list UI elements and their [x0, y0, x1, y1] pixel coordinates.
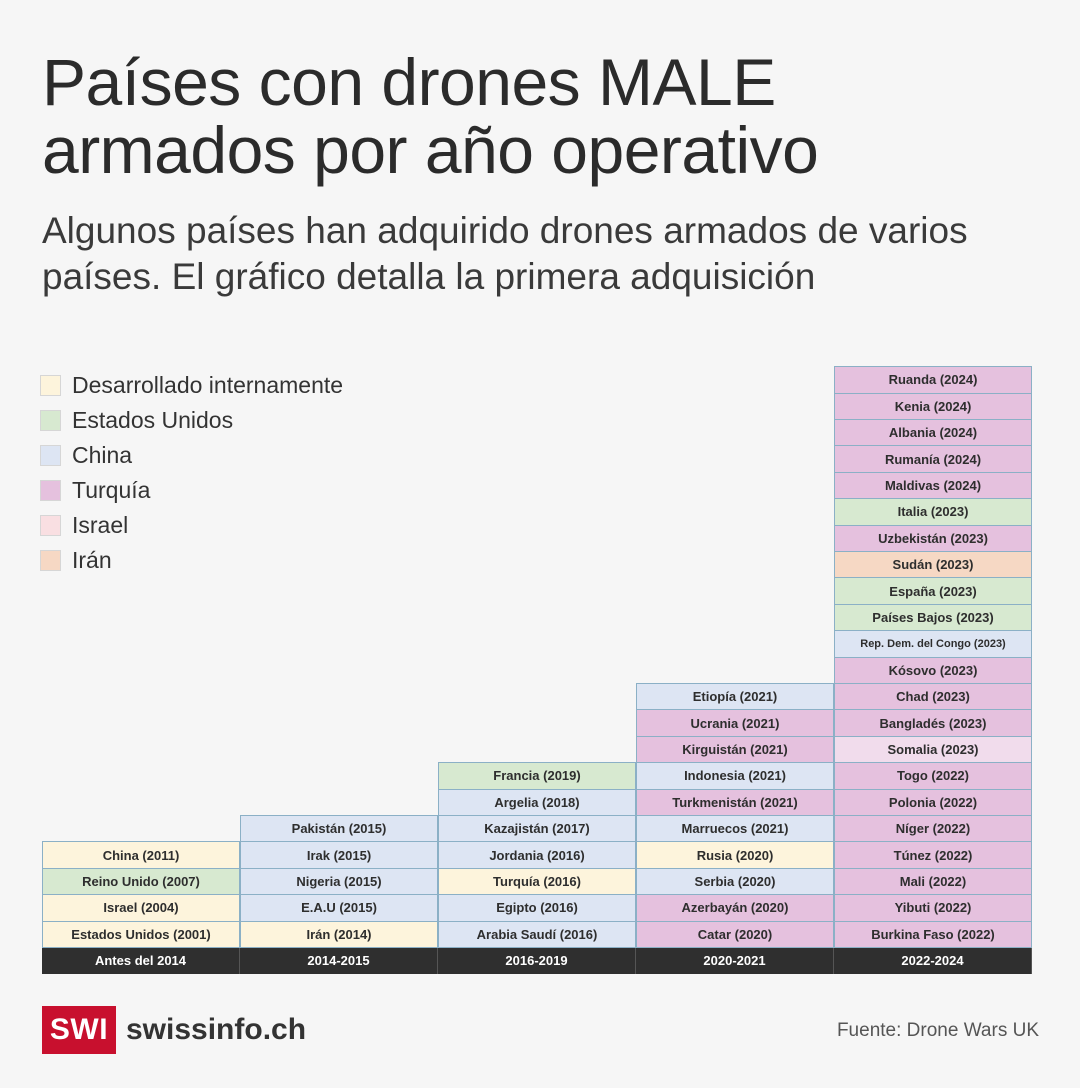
category-label: 2014-2015 — [240, 947, 438, 974]
country-cell: Egipto (2016) — [438, 894, 636, 922]
country-cell: Níger (2022) — [834, 815, 1032, 843]
legend-item-usa: Estados Unidos — [40, 403, 343, 438]
country-cell: Argelia (2018) — [438, 788, 636, 816]
country-cell: España (2023) — [834, 577, 1032, 605]
swi-logo-text: swissinfo.ch — [126, 1013, 307, 1046]
country-cell: Rusia (2020) — [636, 841, 834, 869]
country-cell: Maldivas (2024) — [834, 471, 1032, 500]
country-cell: Jordania (2016) — [438, 841, 636, 869]
legend-label: Israel — [72, 512, 129, 538]
legend-swatch-internal — [40, 375, 61, 396]
country-cell: Sudán (2023) — [834, 551, 1032, 579]
country-cell: Catar (2020) — [636, 920, 834, 948]
country-cell: Nigeria (2015) — [240, 867, 438, 896]
country-cell: Italia (2023) — [834, 498, 1032, 526]
source-note: Fuente: Drone Wars UK — [836, 1020, 1039, 1041]
country-cell: Rep. Dem. del Congo (2023) — [834, 630, 1032, 658]
country-cell: Etiopía (2021) — [636, 683, 834, 711]
legend-swatch-usa — [40, 410, 61, 431]
country-cell: Arabia Saudí (2016) — [438, 920, 636, 948]
country-cell: Países Bajos (2023) — [834, 603, 1032, 632]
category-label: 2016-2019 — [438, 947, 636, 974]
category-label: 2022-2024 — [834, 947, 1032, 974]
legend-label: Irán — [72, 547, 112, 573]
country-cell: Togo (2022) — [834, 762, 1032, 790]
swi-logo-box: SWI — [42, 1006, 116, 1054]
country-cell: Serbia (2020) — [636, 867, 834, 896]
legend-item-turkey: Turquía — [40, 473, 343, 508]
legend-item-israel: Israel — [40, 508, 343, 543]
country-cell: Kirguistán (2021) — [636, 735, 834, 764]
country-cell: Mali (2022) — [834, 867, 1032, 896]
country-cell: Pakistán (2015) — [240, 815, 438, 843]
legend-label: Desarrollado internamente — [72, 372, 344, 398]
legend-label: China — [72, 442, 133, 468]
country-cell: Yibuti (2022) — [834, 894, 1032, 922]
country-cell: Kenia (2024) — [834, 392, 1032, 420]
legend-item-iran: Irán — [40, 543, 343, 578]
country-cell: Rumanía (2024) — [834, 445, 1032, 473]
country-cell: Indonesia (2021) — [636, 762, 834, 790]
country-cell: Somalia (2023) — [834, 735, 1032, 764]
country-cell: Chad (2023) — [834, 683, 1032, 711]
country-cell: Estados Unidos (2001) — [42, 920, 240, 948]
country-cell: Albania (2024) — [834, 419, 1032, 447]
country-cell: Ruanda (2024) — [834, 366, 1032, 394]
legend-item-internal: Desarrollado internamente — [40, 368, 343, 403]
country-cell: Kósovo (2023) — [834, 656, 1032, 684]
category-label: 2020-2021 — [636, 947, 834, 974]
country-cell: Marruecos (2021) — [636, 815, 834, 843]
country-cell: Túnez (2022) — [834, 841, 1032, 869]
country-cell: Bangladés (2023) — [834, 709, 1032, 737]
country-cell: Azerbayán (2020) — [636, 894, 834, 922]
category-label: Antes del 2014 — [42, 947, 240, 974]
country-cell: Irak (2015) — [240, 841, 438, 869]
legend: Desarrollado internamente Estados Unidos C… — [40, 368, 343, 578]
country-cell: Burkina Faso (2022) — [834, 920, 1032, 948]
country-cell: Kazajistán (2017) — [438, 815, 636, 843]
legend-swatch-turkey — [40, 480, 61, 501]
country-cell: China (2011) — [42, 841, 240, 869]
country-cell: Israel (2004) — [42, 894, 240, 922]
country-cell: Irán (2014) — [240, 920, 438, 948]
country-cell: E.A.U (2015) — [240, 894, 438, 922]
legend-swatch-iran — [40, 550, 61, 571]
country-cell: Reino Unido (2007) — [42, 867, 240, 896]
country-cell: Turquía (2016) — [438, 867, 636, 896]
country-cell: Francia (2019) — [438, 762, 636, 790]
country-cell: Polonia (2022) — [834, 788, 1032, 816]
legend-label: Turquía — [72, 477, 151, 503]
chart-subtitle: Algunos países han adquirido drones arma… — [42, 210, 968, 297]
legend-label: Estados Unidos — [72, 407, 234, 433]
country-cell: Uzbekistán (2023) — [834, 524, 1032, 552]
legend-item-china: China — [40, 438, 343, 473]
swi-logo[interactable]: SWI swissinfo.ch — [42, 1006, 306, 1054]
legend-swatch-israel — [40, 515, 61, 536]
country-cell: Ucrania (2021) — [636, 709, 834, 737]
chart-title: Países con drones MALE armados por año o… — [42, 45, 819, 187]
legend-swatch-china — [40, 445, 61, 466]
country-cell: Turkmenistán (2021) — [636, 788, 834, 816]
